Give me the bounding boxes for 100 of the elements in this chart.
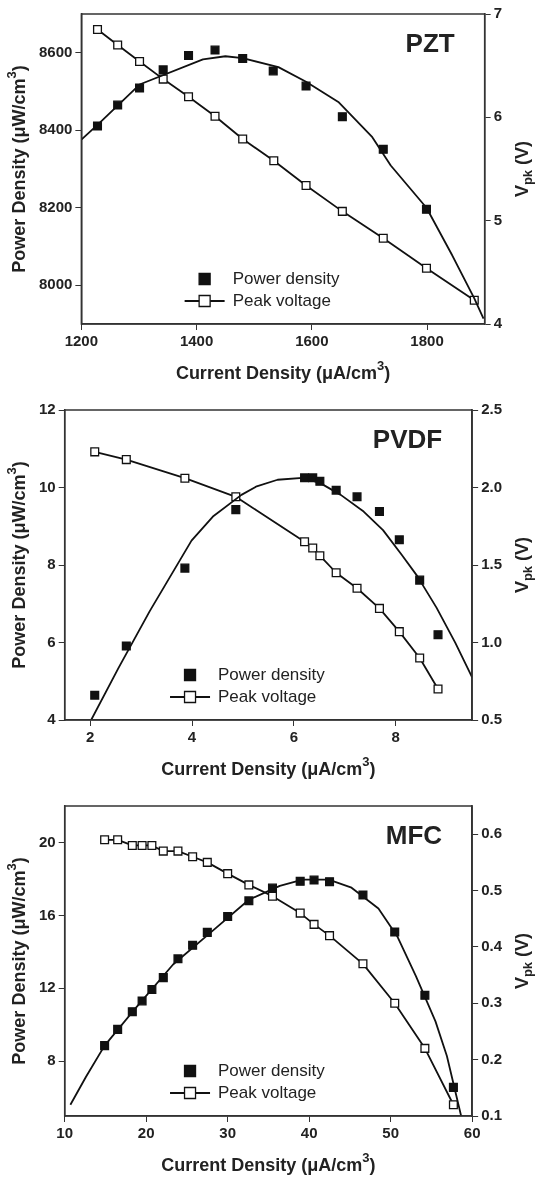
x-tick-label: 50 (382, 1124, 399, 1142)
point (244, 880, 254, 890)
point (127, 1007, 137, 1017)
point (331, 568, 341, 578)
legend-label: Power density (218, 1060, 326, 1080)
point (147, 984, 157, 994)
point (433, 630, 443, 640)
point (113, 1024, 123, 1034)
point (210, 45, 220, 55)
y2-tick-label: 6 (493, 107, 502, 125)
point (183, 92, 194, 102)
point (137, 996, 147, 1006)
point (352, 583, 362, 593)
point (337, 112, 347, 122)
x-tick-label: 8 (391, 728, 400, 746)
y-tick-label: 16 (39, 905, 56, 923)
point (158, 846, 168, 856)
point (415, 653, 425, 663)
y-tick-label: 8200 (38, 197, 73, 215)
point (315, 551, 325, 561)
point (223, 869, 233, 879)
point (394, 627, 404, 637)
point (325, 931, 335, 941)
y2-tick-label: 0.5 (481, 880, 503, 898)
point (448, 1082, 458, 1092)
point (421, 263, 432, 273)
point (121, 455, 131, 465)
point (100, 835, 110, 845)
y2-tick-label: 2.0 (481, 477, 503, 495)
point (267, 883, 278, 893)
point (173, 846, 183, 856)
point (301, 180, 311, 191)
y2-tick-label: 0.6 (481, 824, 503, 842)
point (90, 447, 100, 457)
point (238, 134, 248, 144)
x-tick-label: 40 (300, 1124, 318, 1142)
y-axis-title: Power Density (μW/cm3) (4, 461, 29, 669)
point (374, 603, 384, 613)
point (113, 100, 123, 110)
point (309, 875, 319, 885)
point (90, 690, 100, 700)
y-tick-label: 8000 (38, 275, 73, 293)
point (147, 840, 157, 850)
legend-label: Power density (232, 268, 340, 288)
y2-tick-label: 0.4 (481, 937, 503, 955)
point (231, 505, 241, 515)
point (301, 81, 311, 91)
text: PVDF (372, 424, 443, 455)
point (202, 857, 212, 867)
point (180, 473, 190, 483)
x-tick-label: 1400 (179, 332, 214, 350)
text: MFC (385, 820, 443, 851)
point (421, 204, 432, 214)
point (420, 1043, 430, 1053)
point (295, 876, 305, 886)
point (358, 959, 368, 969)
point (352, 492, 362, 502)
y2-axis-title: Vpk (V) (511, 140, 535, 198)
y-tick-label: 8600 (38, 42, 73, 60)
point (337, 206, 347, 216)
point (378, 144, 388, 154)
point (173, 954, 183, 964)
point (158, 973, 168, 983)
y2-axis-title: Vpk (V) (511, 932, 535, 990)
point (374, 506, 384, 517)
point (188, 940, 198, 950)
point (448, 1100, 458, 1110)
y2-tick-label: 0.5 (481, 710, 503, 728)
point (268, 66, 278, 76)
legend-label: Power density (218, 664, 326, 684)
x-tick-label: 1800 (410, 332, 444, 350)
point (100, 1041, 110, 1051)
x-tick-label: 2 (85, 728, 95, 746)
legend-label: Peak voltage (232, 290, 331, 310)
point (158, 65, 168, 75)
y-tick-label: 12 (39, 400, 56, 418)
x-tick-label: 20 (137, 1124, 155, 1142)
point (295, 908, 305, 918)
y-tick-label: 4 (47, 710, 57, 728)
point (300, 537, 310, 547)
point (92, 24, 103, 35)
point (358, 890, 368, 900)
y-tick-label: 6 (47, 632, 56, 650)
point (415, 575, 425, 585)
point (121, 641, 131, 651)
point (390, 927, 400, 937)
point (188, 852, 198, 862)
x-tick-label: 30 (219, 1124, 237, 1142)
legend-label: Peak voltage (218, 1082, 317, 1102)
point (135, 83, 145, 93)
point (223, 911, 233, 922)
point (433, 684, 443, 694)
point (137, 840, 147, 850)
point (309, 919, 319, 929)
y-tick-label: 8 (47, 1051, 56, 1069)
x-tick-label: 4 (187, 728, 197, 746)
point (394, 535, 404, 545)
point (113, 835, 123, 845)
x-tick-label: 6 (289, 728, 299, 746)
y-tick-label: 12 (39, 978, 56, 996)
